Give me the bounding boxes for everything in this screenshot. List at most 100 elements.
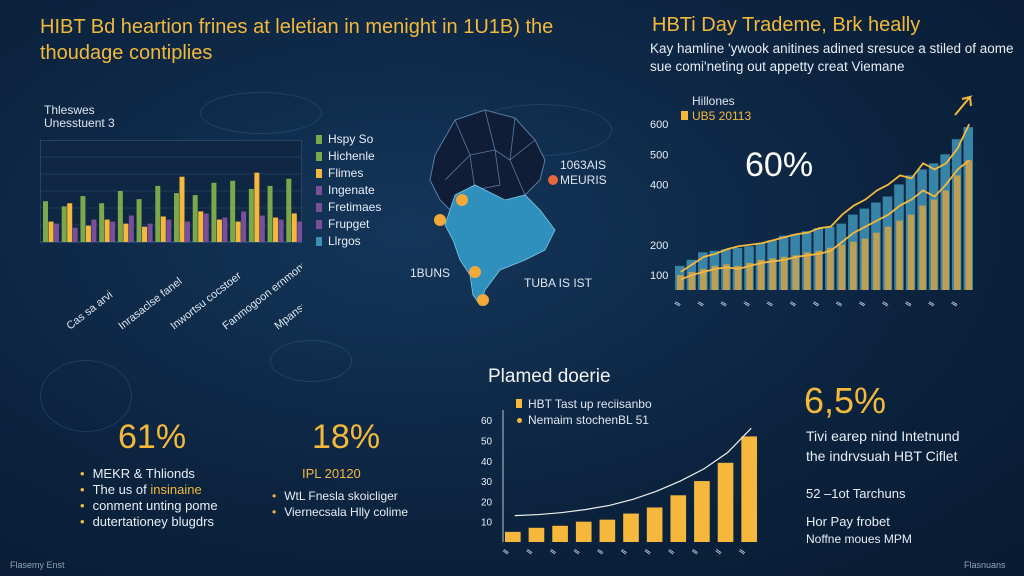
right-subtitle: Kay hamline 'ywook anitines adined sresu… [650,41,1014,74]
map-region-lines [444,109,536,196]
decorative-wave [200,92,322,134]
y-tick-label: 60 [481,416,493,427]
x-tick-label: Ⅱ [525,548,535,556]
legend-swatch [316,186,322,195]
bar [734,265,742,290]
left-chart-label-1: Thleswes [44,103,95,117]
bar [861,238,869,290]
bar [965,160,972,290]
stat-right-line5: Noffne moues MPM [806,532,912,546]
legend-item: Hspy So [328,132,374,146]
y-tick-label: 400 [650,179,668,191]
bar [803,252,811,290]
bar [160,216,166,242]
bar [155,185,161,242]
legend-item: Llrgos [328,234,361,248]
bar [700,268,707,290]
bar [136,199,142,242]
stat-left-bullet: The us of insinaine [80,482,218,498]
stat-left-bullet: MEKR & Thlionds [80,466,218,482]
y-tick-label: 100 [650,270,668,282]
bar [297,221,302,242]
y-tick-label: 50 [481,436,493,447]
x-tick-label: Ⅱ [696,300,706,308]
bar [273,217,279,242]
bar [528,527,545,542]
x-tick-label: Ⅱ [904,300,914,308]
legend-item: Hichenle [328,149,375,163]
map-marker [469,266,481,278]
bar [128,215,134,242]
trend-arrow [954,95,973,116]
decorative-wave [40,360,132,432]
x-tick-label: Ⅱ [673,300,683,308]
bar [123,223,129,242]
left-chart-label-2: Unesstuent 3 [44,116,115,130]
x-tick-label: Ⅱ [834,300,844,308]
map-label-br: TUBA IS IST [524,276,593,290]
bar [203,213,209,242]
bar [222,217,228,242]
legend-swatch [316,152,322,161]
x-tick-label: Ⅱ [572,548,582,556]
stat-mid-bullets: WtL Fnesla skoicliger Viernecsala Hlly c… [272,488,408,520]
legend-swatch [316,135,322,144]
map-marker [548,175,558,185]
bar [780,256,788,290]
bar [110,221,116,242]
bar [677,274,684,290]
bar [85,225,91,242]
bottom-chart-title: Plamed doerie [488,366,611,387]
map-marker [456,194,468,206]
bar [61,206,67,242]
bottom-legend-1: HBT Tast up reciisanbo [528,397,652,411]
x-tick-label: Ⅱ [596,548,606,556]
stat-right-line2: the indrvsuah HBT Ciflet [806,448,958,464]
bar [552,525,568,542]
x-tick-label: Ⅱ [714,548,724,556]
bar [278,219,284,242]
bar [884,226,892,290]
bar [142,226,148,242]
right-bar-chart: 100 200 400 500 600 Ⅱ Ⅱ Ⅱ Ⅱ Ⅱ Ⅱ Ⅱ Ⅱ Ⅱ Ⅱ Ⅱ Ⅱ Ⅱ [650,95,973,308]
stat-left-bullets: MEKR & Thlionds The us of insinaine conm… [80,466,218,530]
x-tick-label: Ⅱ [765,300,775,308]
bar [179,176,185,242]
bar [896,220,903,290]
bar [211,182,217,242]
x-tick-label: Ⅱ [690,548,700,556]
bar [286,178,292,242]
series-line [680,159,970,281]
stat-mid-value: 18% [312,418,381,456]
bar [80,196,86,242]
bar [688,271,696,290]
x-tick-label: Ⅱ [950,300,960,308]
bar [670,495,687,542]
footer-right: Flasnuans [964,560,1006,570]
bar [291,213,297,242]
bar [930,199,938,290]
stat-mid-year: IPL 20120 [302,466,361,481]
bar [757,259,765,290]
bar [99,203,105,242]
y-tick-label: 20 [481,497,493,508]
stat-left-highlight: insinaine [150,482,202,497]
bottom-legend-2: Nemaim stochenBL 51 [528,413,649,427]
legend-item: Frupget [328,217,370,231]
bar [741,436,757,542]
bar [711,265,719,290]
series-line [514,427,752,517]
y-tick-label: 10 [481,518,493,529]
y-tick-label: 600 [650,119,668,131]
legend-item: Fretimaes [328,200,382,214]
bar [48,221,54,242]
bar [815,250,822,290]
stat-right-line3: 52 –1ot Tarchuns [806,486,906,501]
stat-right-line1: Tivi earep nind Intetnund [806,428,960,444]
bottom-legend-swatch [516,399,522,408]
stat-right-value: 6,5% [804,380,887,421]
decorative-wave [270,340,352,382]
bar [792,255,799,290]
bar [850,241,857,290]
x-tick-label: Cas sa arvi [64,289,115,332]
